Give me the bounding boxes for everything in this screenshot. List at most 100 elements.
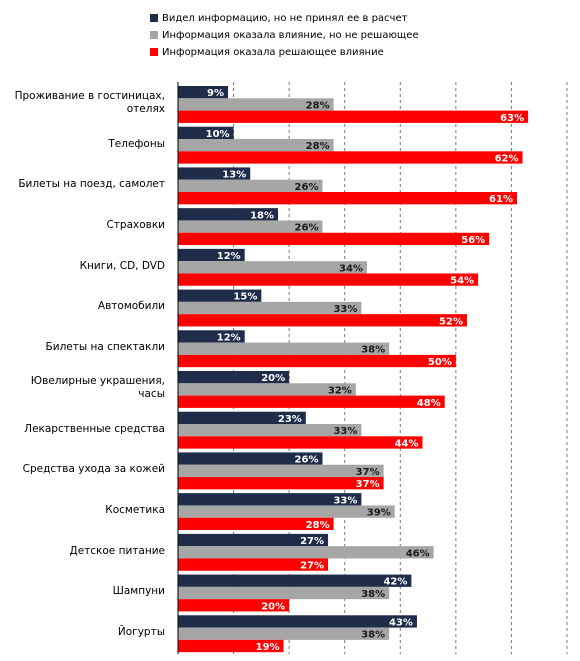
category-label: Телефоны — [108, 137, 165, 150]
value-label: 56% — [461, 235, 485, 246]
category-label: Проживание в гостиницах, отелях — [14, 90, 165, 116]
category-label: Ювелирные украшения, часы — [30, 375, 165, 401]
value-label: 19% — [256, 642, 280, 653]
bar — [178, 289, 262, 302]
value-label: 38% — [361, 589, 385, 600]
bar — [178, 411, 306, 425]
category-label: Косметика — [105, 504, 165, 516]
value-label: 54% — [450, 276, 474, 287]
value-label: 37% — [356, 467, 380, 478]
bar — [178, 533, 329, 547]
value-label: 9% — [207, 88, 224, 99]
bar — [178, 220, 323, 233]
bar — [178, 179, 323, 193]
category-label: Йогурты — [117, 626, 165, 639]
value-label: 52% — [439, 316, 463, 327]
value-label: 46% — [406, 548, 430, 559]
legend-swatch — [150, 14, 158, 22]
category-label: Автомобили — [97, 300, 165, 313]
value-label: 10% — [206, 129, 230, 140]
category-label: Детское питание — [69, 544, 165, 557]
value-label: 13% — [222, 170, 246, 181]
value-label: 23% — [278, 414, 302, 425]
legend-label: Информация оказала влияние, но не решающ… — [162, 30, 419, 41]
bar — [178, 151, 523, 164]
bar — [178, 436, 423, 449]
bar — [178, 354, 456, 368]
value-label: 48% — [417, 398, 441, 409]
value-label: 33% — [333, 495, 357, 506]
bar — [178, 383, 356, 396]
value-label: 28% — [306, 520, 330, 531]
value-label: 27% — [300, 536, 324, 547]
value-label: 34% — [339, 263, 363, 274]
value-label: 42% — [383, 577, 407, 588]
bar — [178, 395, 445, 408]
value-label: 12% — [217, 332, 241, 343]
category-label: Билеты на поезд, самолет — [18, 178, 165, 191]
bar — [178, 464, 384, 478]
bar — [178, 208, 279, 221]
bar — [178, 192, 517, 205]
bar — [178, 86, 229, 99]
legend-label: Информация оказала решающее влияние — [162, 47, 384, 58]
value-label: 33% — [333, 426, 357, 437]
value-label: 28% — [306, 141, 330, 152]
value-label: 26% — [295, 182, 319, 193]
bar — [178, 627, 390, 640]
value-label: 12% — [217, 251, 241, 262]
bar — [178, 452, 323, 465]
bar — [178, 126, 234, 140]
bar — [178, 330, 245, 343]
legend-label: Видел информацию, но не принял ее в расч… — [162, 13, 408, 24]
value-label: 26% — [295, 455, 319, 466]
bar — [178, 477, 384, 490]
bar — [178, 301, 362, 315]
value-label: 26% — [295, 223, 319, 234]
bar — [178, 517, 334, 531]
bar — [178, 248, 245, 262]
value-label: 33% — [333, 304, 357, 315]
value-label: 62% — [495, 153, 519, 164]
bar — [178, 98, 334, 111]
value-label: 44% — [395, 438, 419, 449]
value-label: 43% — [389, 617, 413, 628]
bar — [178, 342, 390, 355]
value-label: 32% — [328, 385, 352, 396]
category-label: Средства ухода за кожей — [22, 463, 165, 476]
bar — [178, 314, 467, 327]
value-label: 37% — [356, 479, 380, 490]
bar — [178, 558, 329, 571]
value-label: 63% — [500, 113, 524, 124]
bar — [178, 261, 367, 274]
value-label: 61% — [489, 194, 513, 205]
value-label: 39% — [367, 508, 391, 519]
bar — [178, 615, 417, 628]
category-label: Билеты на спектакли — [45, 341, 165, 354]
bar — [178, 371, 290, 384]
value-label: 15% — [233, 292, 257, 303]
value-label: 28% — [306, 100, 330, 111]
bar — [178, 574, 412, 587]
value-label: 20% — [261, 601, 285, 612]
value-label: 50% — [428, 357, 452, 368]
bar — [178, 505, 395, 518]
value-label: 27% — [300, 561, 324, 572]
value-label: 38% — [361, 630, 385, 641]
value-label: 38% — [361, 345, 385, 356]
value-label: 20% — [261, 373, 285, 384]
value-label: 18% — [250, 210, 274, 221]
legend-swatch — [150, 31, 158, 39]
category-label: Страховки — [106, 219, 165, 231]
bar — [178, 167, 251, 180]
bar — [178, 139, 334, 152]
legend-swatch — [150, 48, 158, 56]
bar — [178, 424, 362, 437]
bar — [178, 586, 390, 600]
bar — [178, 493, 362, 506]
category-label: Лекарственные средства — [24, 422, 165, 435]
bar — [178, 232, 490, 246]
bar — [178, 273, 479, 286]
